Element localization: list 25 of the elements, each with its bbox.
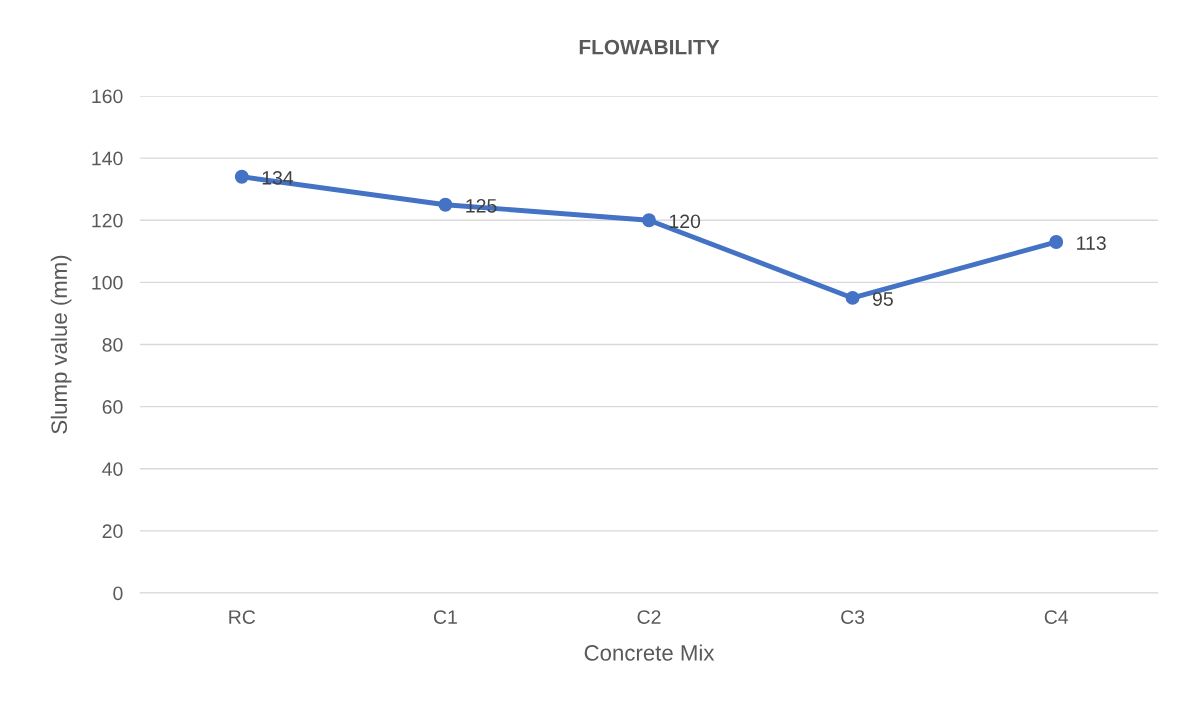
point: [438, 197, 453, 212]
point: [845, 290, 860, 305]
x-tick-label: C1: [433, 610, 457, 624]
point: [642, 213, 656, 228]
y-tick-label: 20: [102, 524, 123, 539]
y-axis-title: Slump value (mm): [50, 255, 72, 434]
y-tick-label: 100: [92, 275, 123, 290]
point: [234, 169, 249, 184]
data-label: 120: [669, 214, 701, 229]
y-tick-label: 140: [92, 151, 123, 166]
y-tick-label: 120: [92, 213, 123, 228]
x-tick-label: C2: [637, 610, 661, 624]
y-tick-label: 60: [102, 400, 123, 414]
chart-title: FLOWABILITY: [579, 39, 720, 55]
x-axis-title: Concrete Mix: [584, 644, 715, 661]
point: [1049, 235, 1064, 249]
data-label: 113: [1077, 236, 1106, 250]
y-tick-label: 40: [102, 462, 123, 476]
y-tick-label: 80: [102, 337, 123, 352]
x-tick-label: C3: [841, 610, 865, 624]
data-label: 95: [872, 292, 893, 306]
y-tick-label: 0: [113, 586, 123, 601]
x-tick-label: RC: [229, 610, 256, 624]
x-tick-label: C4: [1044, 610, 1069, 624]
y-tick-label: 160: [92, 89, 123, 104]
